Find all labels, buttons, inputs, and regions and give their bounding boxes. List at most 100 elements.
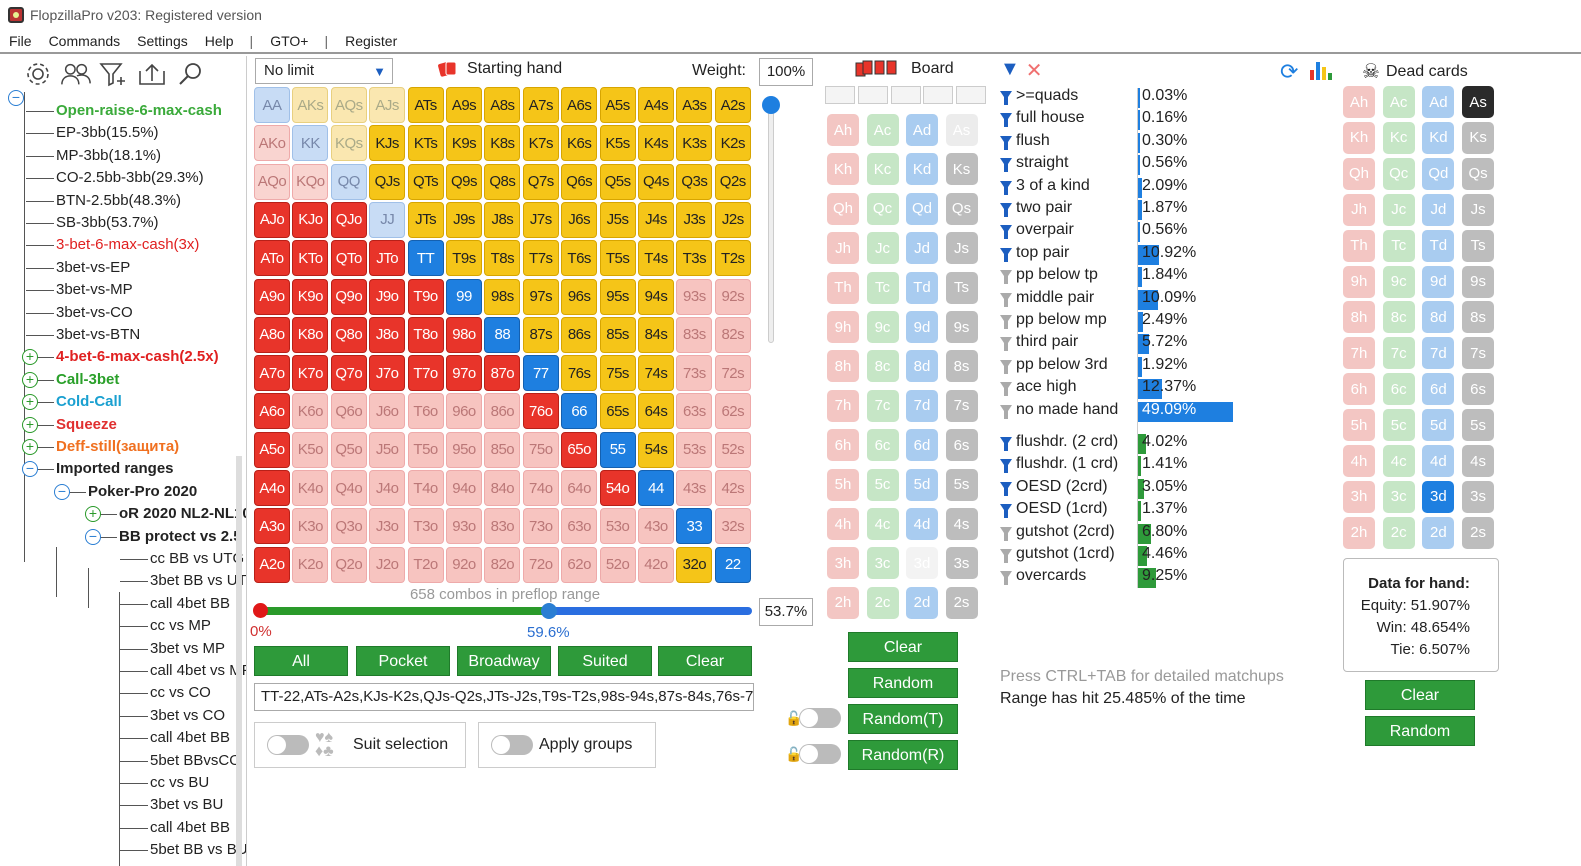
filter-funnel-icon[interactable] — [1000, 526, 1012, 541]
expand-icon[interactable]: + — [22, 416, 38, 433]
range-slider-min-handle[interactable] — [253, 603, 268, 618]
hand-cell-ATs[interactable]: ATs — [407, 87, 444, 123]
hand-cell-K7s[interactable]: K7s — [522, 125, 559, 162]
board-card-9d[interactable]: 9d — [906, 311, 938, 343]
hand-cell-85s[interactable]: 85s — [599, 316, 636, 353]
stat-row-top-pair[interactable]: top pair 10.92% — [1000, 244, 1320, 266]
hand-cell-62s[interactable]: 62s — [714, 393, 751, 430]
hand-cell-54s[interactable]: 54s — [638, 431, 674, 468]
tree-item[interactable]: cc vs BU — [150, 774, 210, 791]
hand-cell-J8s[interactable]: J8s — [484, 201, 521, 238]
hand-cell-J6s[interactable]: J6s — [561, 201, 598, 238]
hand-cell-73o[interactable]: 73o — [522, 508, 559, 545]
hand-cell-KTo[interactable]: KTo — [292, 240, 329, 277]
hand-cell-Q4s[interactable]: Q4s — [638, 163, 674, 200]
refresh-icon[interactable]: ⟳ — [1280, 59, 1299, 84]
hand-cell-K8s[interactable]: K8s — [484, 125, 521, 162]
filter-funnel-icon[interactable] — [1000, 359, 1012, 374]
stat-row-flushdr-2-crd-[interactable]: flushdr. (2 crd) 4.02% — [1000, 433, 1320, 455]
tree-item[interactable]: Open-raise-6-max-cash — [56, 102, 222, 119]
board-clear-button[interactable]: Clear — [848, 632, 958, 662]
import-icon[interactable] — [136, 59, 168, 89]
hand-cell-T7o[interactable]: T7o — [407, 355, 444, 392]
hand-cell-42o[interactable]: 42o — [638, 546, 674, 583]
hand-cell-93s[interactable]: 93s — [676, 278, 713, 315]
board-card-Jh[interactable]: Jh — [827, 232, 859, 265]
hand-cell-22[interactable]: 22 — [714, 546, 751, 583]
hand-cell-53o[interactable]: 53o — [599, 508, 636, 545]
hand-cell-52s[interactable]: 52s — [714, 431, 751, 468]
hand-cell-K5s[interactable]: K5s — [599, 125, 636, 162]
board-card-7c[interactable]: 7c — [866, 389, 899, 422]
hand-cell-QJo[interactable]: QJo — [330, 201, 367, 238]
tree-item[interactable]: CO-2.5bb-3bb(29.3%) — [56, 169, 204, 187]
board-card-9h[interactable]: 9h — [827, 311, 859, 343]
board-card-5c[interactable]: 5c — [866, 468, 899, 501]
hand-cell-Q6o[interactable]: Q6o — [330, 393, 367, 430]
hand-cell-T3s[interactable]: T3s — [676, 240, 713, 277]
hand-cell-T6o[interactable]: T6o — [407, 393, 444, 430]
hand-cell-J3o[interactable]: J3o — [369, 508, 406, 545]
hand-cell-A5o[interactable]: A5o — [254, 431, 290, 468]
dead-card-Kc[interactable]: Kc — [1382, 121, 1415, 154]
filter-funnel-icon[interactable] — [1000, 504, 1012, 519]
dead-card-Tc[interactable]: Tc — [1382, 229, 1415, 262]
hand-cell-55[interactable]: 55 — [599, 431, 636, 468]
expand-icon[interactable]: + — [22, 349, 38, 366]
range-scrollbar[interactable] — [768, 98, 774, 343]
tree-item[interactable]: BTN-2.5bb(48.3%) — [56, 191, 182, 209]
dead-card-Jd[interactable]: Jd — [1422, 193, 1455, 226]
hand-cell-75o[interactable]: 75o — [522, 431, 559, 468]
filter-funnel-icon[interactable] — [1000, 337, 1012, 352]
hand-cell-J9s[interactable]: J9s — [446, 201, 482, 238]
hand-cell-74o[interactable]: 74o — [522, 470, 559, 506]
hand-cell-T4s[interactable]: T4s — [638, 240, 674, 277]
tree-item[interactable]: MP-3bb(18.1%) — [56, 146, 162, 164]
stat-row-flush[interactable]: flush 0.30% — [1000, 132, 1320, 154]
board-card-8d[interactable]: 8d — [906, 350, 938, 383]
hand-cell-83o[interactable]: 83o — [484, 508, 521, 545]
hand-cell-98o[interactable]: 98o — [446, 316, 482, 353]
board-card-6c[interactable]: 6c — [866, 429, 899, 462]
hand-cell-J3s[interactable]: J3s — [676, 201, 713, 238]
hand-cell-K7o[interactable]: K7o — [292, 355, 329, 392]
tree-item[interactable]: 3bet vs MP — [150, 639, 226, 657]
hand-cell-T9s[interactable]: T9s — [446, 240, 482, 277]
tree-item[interactable]: 3bet vs CO — [150, 706, 226, 724]
board-card-7h[interactable]: 7h — [827, 389, 859, 422]
dead-card-8h[interactable]: 8h — [1343, 301, 1375, 334]
dead-card-Jh[interactable]: Jh — [1343, 193, 1375, 226]
tree-item[interactable]: 3bet BB vs UTG — [150, 572, 246, 590]
expand-icon[interactable]: + — [22, 394, 38, 411]
board-card-7s[interactable]: 7s — [945, 389, 978, 422]
board-card-9s[interactable]: 9s — [945, 311, 978, 343]
hand-cell-52o[interactable]: 52o — [599, 546, 636, 583]
filter-funnel-icon[interactable] — [1000, 459, 1012, 474]
board-card-4s[interactable]: 4s — [945, 508, 978, 540]
dead-card-Qh[interactable]: Qh — [1343, 157, 1375, 190]
range-pocket-button[interactable]: Pocket — [356, 646, 450, 676]
menu-item-gto[interactable]: GTO+ — [270, 33, 309, 49]
hand-cell-98s[interactable]: 98s — [484, 278, 521, 315]
hand-cell-83s[interactable]: 83s — [676, 316, 713, 353]
range-percent-box[interactable]: 53.7% — [759, 598, 813, 626]
hand-cell-ATo[interactable]: ATo — [254, 240, 290, 277]
hand-cell-Q9s[interactable]: Q9s — [446, 163, 482, 200]
hand-cell-A6o[interactable]: A6o — [254, 393, 290, 430]
hand-cell-96o[interactable]: 96o — [446, 393, 482, 430]
menu-item-settings[interactable]: Settings — [137, 33, 188, 49]
stat-row-oesd-1crd-[interactable]: OESD (1crd) 1.37% — [1000, 500, 1320, 522]
dead-card-2c[interactable]: 2c — [1382, 516, 1415, 549]
board-card-6h[interactable]: 6h — [827, 429, 859, 462]
hand-cell-K4s[interactable]: K4s — [638, 125, 674, 162]
hand-cell-K6s[interactable]: K6s — [561, 125, 598, 162]
dead-card-Ah[interactable]: Ah — [1343, 86, 1375, 118]
hand-cell-A6s[interactable]: A6s — [561, 87, 598, 123]
hand-cell-62o[interactable]: 62o — [561, 546, 598, 583]
settings-gear-icon[interactable] — [22, 59, 54, 89]
hand-cell-J5o[interactable]: J5o — [369, 431, 406, 468]
stat-row-no-made-hand[interactable]: no made hand 49.09% — [1000, 401, 1320, 423]
board-card-Ad[interactable]: Ad — [906, 114, 938, 146]
hand-cell-92s[interactable]: 92s — [714, 278, 751, 315]
hand-cell-J9o[interactable]: J9o — [369, 278, 406, 315]
